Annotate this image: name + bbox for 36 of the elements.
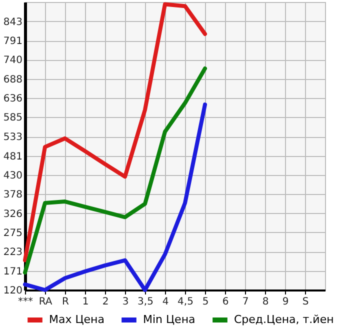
x-tick-label: 8 xyxy=(262,296,269,308)
y-tick-label: 378 xyxy=(3,190,22,201)
x-tick-label: 7 xyxy=(242,296,249,308)
y-tick-label: 585 xyxy=(3,112,22,124)
x-tick-label: 2 xyxy=(102,296,109,308)
x-tick-label: 4,5 xyxy=(178,296,194,308)
y-tick-label: 688 xyxy=(3,74,22,86)
x-tick-label: 4 xyxy=(162,296,169,308)
y-tick-label: 533 xyxy=(3,132,22,144)
legend-label: Max Цена xyxy=(49,313,104,326)
y-tick-label: 171 xyxy=(3,266,22,278)
x-tick-label: 5 xyxy=(202,296,209,308)
y-tick-label: 120 xyxy=(3,286,22,296)
line-series xyxy=(23,66,207,275)
y-tick-label: 740 xyxy=(3,55,22,66)
x-tick-label: S xyxy=(302,296,309,308)
x-tick-label: 1 xyxy=(82,296,89,308)
y-tick-label: 636 xyxy=(3,94,22,105)
x-tick-label: RA xyxy=(38,296,52,308)
line-series xyxy=(23,2,207,262)
x-tick-label: 9 xyxy=(282,296,289,308)
y-tick-label: 223 xyxy=(3,247,22,258)
x-tick-label: 3 xyxy=(122,296,129,308)
x-tick-label: 3,5 xyxy=(138,296,154,308)
y-tick-label: 791 xyxy=(3,36,22,48)
x-tick-label: *** xyxy=(18,296,33,308)
y-tick-label: 481 xyxy=(3,151,22,162)
x-tick-label: R xyxy=(62,296,70,308)
y-tick-label: 275 xyxy=(3,228,22,239)
line-series xyxy=(23,102,207,292)
y-tick-label: 430 xyxy=(3,170,22,182)
y-tick-label: 843 xyxy=(3,16,22,28)
legend-label: Сред.Цена, т.йен xyxy=(234,313,334,326)
legend-label: Min Цена xyxy=(143,313,196,326)
y-tick-label: 326 xyxy=(3,208,22,220)
x-tick-label: 6 xyxy=(222,296,229,308)
